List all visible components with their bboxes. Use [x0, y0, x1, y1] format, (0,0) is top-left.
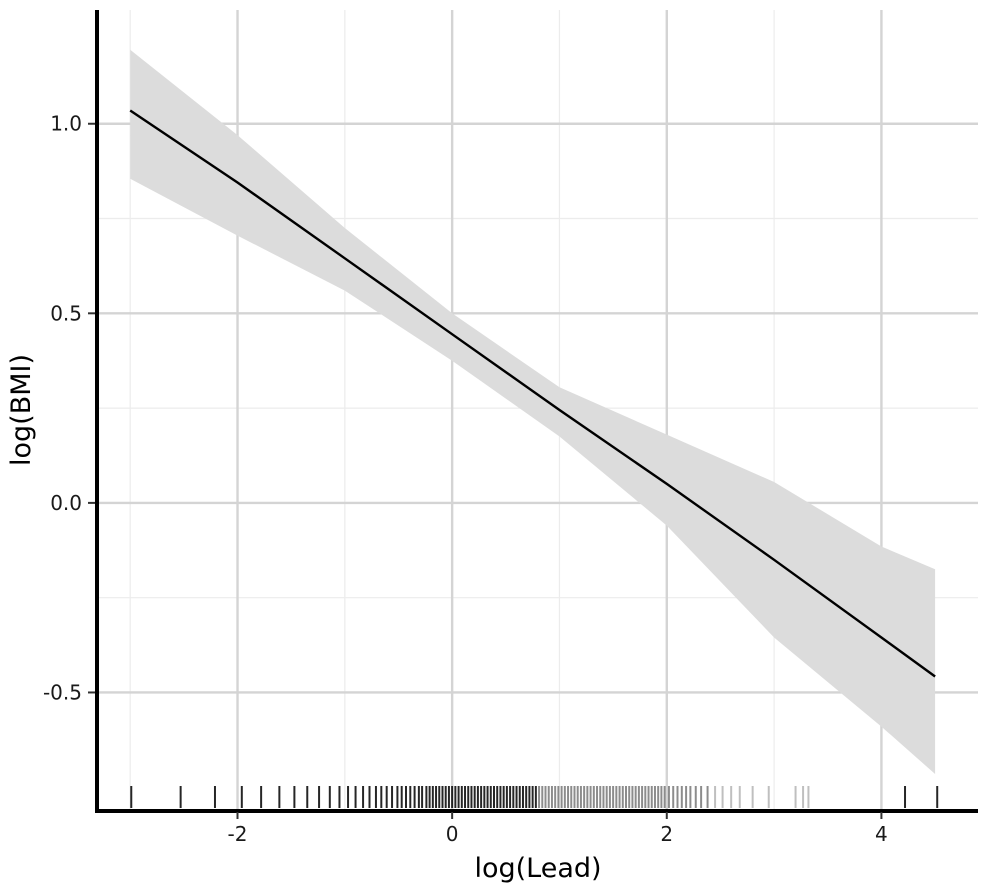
x-tick-label-3: 4 [875, 822, 888, 846]
x-tick-label-0: -2 [228, 822, 248, 846]
fitted-line [129, 109, 936, 678]
x-tick-label-2: 2 [660, 822, 673, 846]
y-axis-title: log(BMI) [6, 354, 37, 466]
confidence-band [130, 49, 936, 775]
y-axis-ticks: -0.5 0.0 0.5 1.0 [43, 112, 95, 704]
y-tick-label-1: 0.0 [50, 491, 82, 515]
rug-ticks [130, 786, 939, 808]
x-axis-ticks: -2 0 2 4 [228, 812, 888, 846]
y-tick-label-3: 1.0 [50, 112, 82, 136]
x-axis-title: log(Lead) [474, 853, 601, 884]
x-tick-label-1: 0 [446, 822, 459, 846]
y-tick-label-2: 0.5 [50, 301, 82, 325]
major-gridlines [98, 10, 978, 810]
y-tick-label-0: -0.5 [43, 680, 82, 704]
